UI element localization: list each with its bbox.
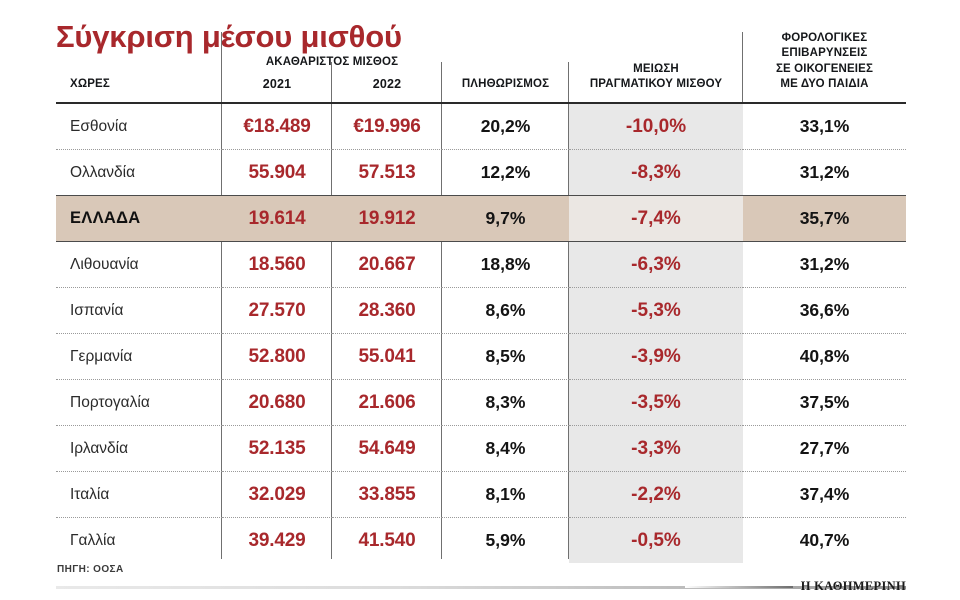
header-year-2021: 2021 (262, 76, 292, 91)
cell-tax-burden: 36,6% (743, 287, 906, 334)
cell-tax-burden: 35,7% (743, 195, 906, 242)
cell-real-wage-cut: -3,9% (569, 333, 743, 380)
cell-real-wage-cut: -5,3% (569, 287, 743, 334)
cell-tax-burden: 37,4% (743, 471, 906, 518)
brand-mark: Η ΚΑΘΗΜΕΡΙΝΗ (684, 579, 906, 594)
cell-salary-2021: 18.560 (222, 241, 332, 288)
cell-country: ΕΛΛΑΔΑ (56, 195, 222, 242)
cell-real-wage-cut: -6,3% (569, 241, 743, 288)
cell-salary-2021: 52.800 (222, 333, 332, 380)
cell-salary-2021: 32.029 (222, 471, 332, 518)
cell-tax-burden: 37,5% (743, 379, 906, 426)
cell-inflation: 12,2% (442, 149, 569, 196)
cell-real-wage-cut: -3,3% (569, 425, 743, 472)
cell-country: Ιρλανδία (56, 425, 222, 472)
cell-salary-2021: 19.614 (222, 195, 332, 242)
table-row: Ολλανδία 55.904 57.513 12,2% -8,3% 31,2% (56, 149, 906, 196)
header-country: ΧΩΡΕΣ (56, 30, 222, 104)
cell-inflation: 8,1% (442, 471, 569, 518)
cell-salary-2022: 19.912 (332, 195, 442, 242)
table-row: Γαλλία 39.429 41.540 5,9% -0,5% 40,7% (56, 517, 906, 563)
cell-salary-2022: 54.649 (332, 425, 442, 472)
table-body: Εσθονία €18.489 €19.996 20,2% -10,0% 33,1% Ολλ… (56, 103, 906, 563)
header-real-wage-cut-line2: ΠΡΑΓΜΑΤΙΚΟΥ ΜΙΣΘΟΥ (589, 77, 723, 90)
cell-inflation: 8,6% (442, 287, 569, 334)
table-row: ΕΛΛΑΔΑ 19.614 19.912 9,7% -7,4% 35,7% (56, 195, 906, 242)
table-row: Πορτογαλία 20.680 21.606 8,3% -3,5% 37,5% (56, 379, 906, 426)
cell-salary-2021: 27.570 (222, 287, 332, 334)
table-row: Ιρλανδία 52.135 54.649 8,4% -3,3% 27,7% (56, 425, 906, 472)
cell-tax-burden: 31,2% (743, 149, 906, 196)
table-row: Ισπανία 27.570 28.360 8,6% -5,3% 36,6% (56, 287, 906, 334)
cell-inflation: 9,7% (442, 195, 569, 242)
cell-salary-2021: €18.489 (222, 103, 332, 150)
cell-country: Εσθονία (56, 103, 222, 150)
source-note: ΠΗΓΗ: ΟΟΣΑ (57, 564, 124, 575)
cell-inflation: 20,2% (442, 103, 569, 150)
cell-salary-2022: 21.606 (332, 379, 442, 426)
header-inflation: ΠΛΗΘΩΡΙΣΜΟΣ (442, 30, 569, 104)
table-row: Λιθουανία 18.560 20.667 18,8% -6,3% 31,2% (56, 241, 906, 288)
header-gross-salary-label: ΑΚΑΘΑΡΙΣΤΟΣ ΜΙΣΘΟΣ (265, 56, 399, 69)
cell-real-wage-cut: -2,2% (569, 471, 743, 518)
cell-salary-2021: 52.135 (222, 425, 332, 472)
cell-inflation: 18,8% (442, 241, 569, 288)
cell-salary-2022: 55.041 (332, 333, 442, 380)
cell-real-wage-cut: -3,5% (569, 379, 743, 426)
cell-tax-burden: 40,7% (799, 530, 850, 550)
header-inflation-label: ΠΛΗΘΩΡΙΣΜΟΣ (461, 77, 550, 90)
brand-name: Η ΚΑΘΗΜΕΡΙΝΗ (800, 579, 906, 593)
cell-inflation: 8,4% (442, 425, 569, 472)
cell-salary-2022: 57.513 (332, 149, 442, 196)
cell-country: Γαλλία (70, 531, 116, 549)
cell-inflation: 8,3% (442, 379, 569, 426)
cell-salary-2022: €19.996 (332, 103, 442, 150)
cell-country: Λιθουανία (56, 241, 222, 288)
header-gross-salary-group: ΑΚΑΘΑΡΙΣΤΟΣ ΜΙΣΘΟΣ 2021 2022 (222, 30, 442, 104)
cell-tax-burden: 27,7% (743, 425, 906, 472)
header-real-wage-cut: ΜΕΙΩΣΗ ΠΡΑΓΜΑΤΙΚΟΥ ΜΙΣΘΟΥ (569, 30, 743, 104)
cell-salary-2022: 33.855 (332, 471, 442, 518)
cell-salary-2022: 28.360 (332, 287, 442, 334)
cell-country: Ιταλία (56, 471, 222, 518)
cell-salary-2021: 55.904 (222, 149, 332, 196)
table-row: Γερμανία 52.800 55.041 8,5% -3,9% 40,8% (56, 333, 906, 380)
header-year-2022: 2022 (372, 76, 402, 91)
header-real-wage-cut-line1: ΜΕΙΩΣΗ (633, 62, 679, 75)
cell-tax-burden: 31,2% (743, 241, 906, 288)
footer-divider (56, 586, 906, 589)
table-row: Εσθονία €18.489 €19.996 20,2% -10,0% 33,1% (56, 103, 906, 150)
brand-rule (684, 585, 793, 588)
cell-country: Ισπανία (56, 287, 222, 334)
cell-salary-2022: 41.540 (358, 529, 416, 551)
cell-salary-2022: 20.667 (332, 241, 442, 288)
cell-salary-2021: 20.680 (222, 379, 332, 426)
table-header: ΧΩΡΕΣ ΑΚΑΘΑΡΙΣΤΟΣ ΜΙΣΘΟΣ 2021 2022 ΠΛΗΘΩ… (56, 30, 906, 104)
cell-inflation: 8,5% (442, 333, 569, 380)
salary-comparison-table: ΧΩΡΕΣ ΑΚΑΘΑΡΙΣΤΟΣ ΜΙΣΘΟΣ 2021 2022 ΠΛΗΘΩ… (56, 30, 906, 563)
cell-inflation: 5,9% (485, 530, 526, 550)
header-tax-burden: ΦΟΡΟΛΟΓΙΚΕΣ ΕΠΙΒΑΡΥΝΣΕΙΣ ΣΕ ΟΙΚΟΓΕΝΕΙΕΣ … (743, 30, 906, 104)
header-tax-burden-line4: ΜΕ ΔΥΟ ΠΑΙΔΙΑ (780, 77, 869, 90)
header-tax-burden-line3: ΣΕ ΟΙΚΟΓΕΝΕΙΕΣ (775, 62, 874, 75)
cell-country: Ολλανδία (56, 149, 222, 196)
header-tax-burden-line1: ΦΟΡΟΛΟΓΙΚΕΣ (781, 32, 868, 45)
header-tax-burden-line2: ΕΠΙΒΑΡΥΝΣΕΙΣ (781, 47, 868, 60)
cell-real-wage-cut: -7,4% (569, 195, 743, 242)
cell-real-wage-cut: -8,3% (569, 149, 743, 196)
cell-country: Γερμανία (56, 333, 222, 380)
cell-real-wage-cut: -10,0% (569, 103, 743, 150)
cell-tax-burden: 33,1% (743, 103, 906, 150)
cell-country: Πορτογαλία (56, 379, 222, 426)
cell-tax-burden: 40,8% (743, 333, 906, 380)
cell-salary-2021: 39.429 (248, 529, 306, 551)
table-row: Ιταλία 32.029 33.855 8,1% -2,2% 37,4% (56, 471, 906, 518)
cell-real-wage-cut: -0,5% (569, 517, 743, 563)
